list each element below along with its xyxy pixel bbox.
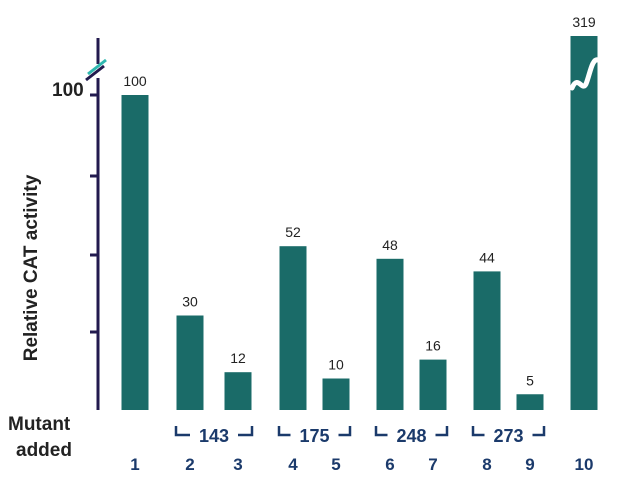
mutant-added-label-line2: added: [16, 440, 72, 461]
bracket-left: [374, 426, 388, 437]
y-tick-label-100: 100: [52, 80, 84, 101]
bar: [516, 394, 544, 410]
x-tick-label: 4: [288, 455, 298, 474]
data-label: 30: [182, 294, 198, 310]
x-tick-label: 8: [482, 455, 491, 474]
bar: [176, 315, 204, 410]
group-bracket: 248: [374, 426, 449, 446]
group-bracket: 175: [277, 426, 352, 446]
bracket-right: [532, 426, 546, 437]
bracket-left: [471, 426, 485, 437]
y-axis-break-mark: [87, 58, 107, 76]
data-label: 52: [285, 224, 301, 240]
bars: [121, 36, 601, 410]
bar-break-mark: [569, 57, 601, 91]
group-bracket: 143: [174, 426, 254, 446]
data-label: 5: [526, 372, 534, 388]
data-label: 12: [230, 350, 246, 366]
bar: [322, 378, 350, 410]
group-label: 175: [299, 426, 329, 446]
group-label: 248: [396, 426, 426, 446]
group-label: 273: [493, 426, 523, 446]
x-tick-label: 7: [428, 455, 437, 474]
bar: [279, 246, 307, 410]
x-tick-label: 6: [385, 455, 394, 474]
value-labels: 100 30 12 52 10 48 16 44 5 319: [123, 14, 596, 388]
bracket-right: [238, 426, 254, 437]
axes: [85, 38, 618, 412]
y-axis-label: Relative CAT activity: [21, 174, 42, 361]
lane-labels: 1 2 3 4 5 6 7 8 9 10: [130, 455, 593, 474]
bracket-right: [338, 426, 352, 437]
x-tick-label: 5: [331, 455, 340, 474]
bar: [570, 36, 598, 410]
data-label: 319: [572, 14, 596, 30]
data-label: 48: [382, 237, 398, 253]
bar: [376, 258, 404, 410]
group-brackets: 143 175 248 273: [174, 426, 546, 446]
x-tick-label: 10: [575, 455, 594, 474]
bar: [473, 271, 501, 410]
bar: [224, 372, 252, 410]
bracket-left: [277, 426, 291, 437]
y-axis-break-mark: [85, 64, 105, 82]
x-tick-label: 9: [525, 455, 534, 474]
group-label: 143: [199, 426, 229, 446]
bracket-right: [435, 426, 449, 437]
x-tick-label: 3: [233, 455, 242, 474]
x-tick-label: 2: [185, 455, 194, 474]
x-tick-label: 1: [130, 455, 139, 474]
mutant-added-label-line1: Mutant: [8, 414, 71, 435]
data-label: 16: [425, 338, 441, 354]
bar: [419, 359, 447, 410]
data-label: 44: [479, 249, 495, 265]
group-bracket: 273: [471, 426, 546, 446]
bar: [121, 95, 149, 410]
bracket-left: [174, 426, 190, 437]
data-label: 100: [123, 73, 147, 89]
data-label: 10: [328, 357, 344, 373]
